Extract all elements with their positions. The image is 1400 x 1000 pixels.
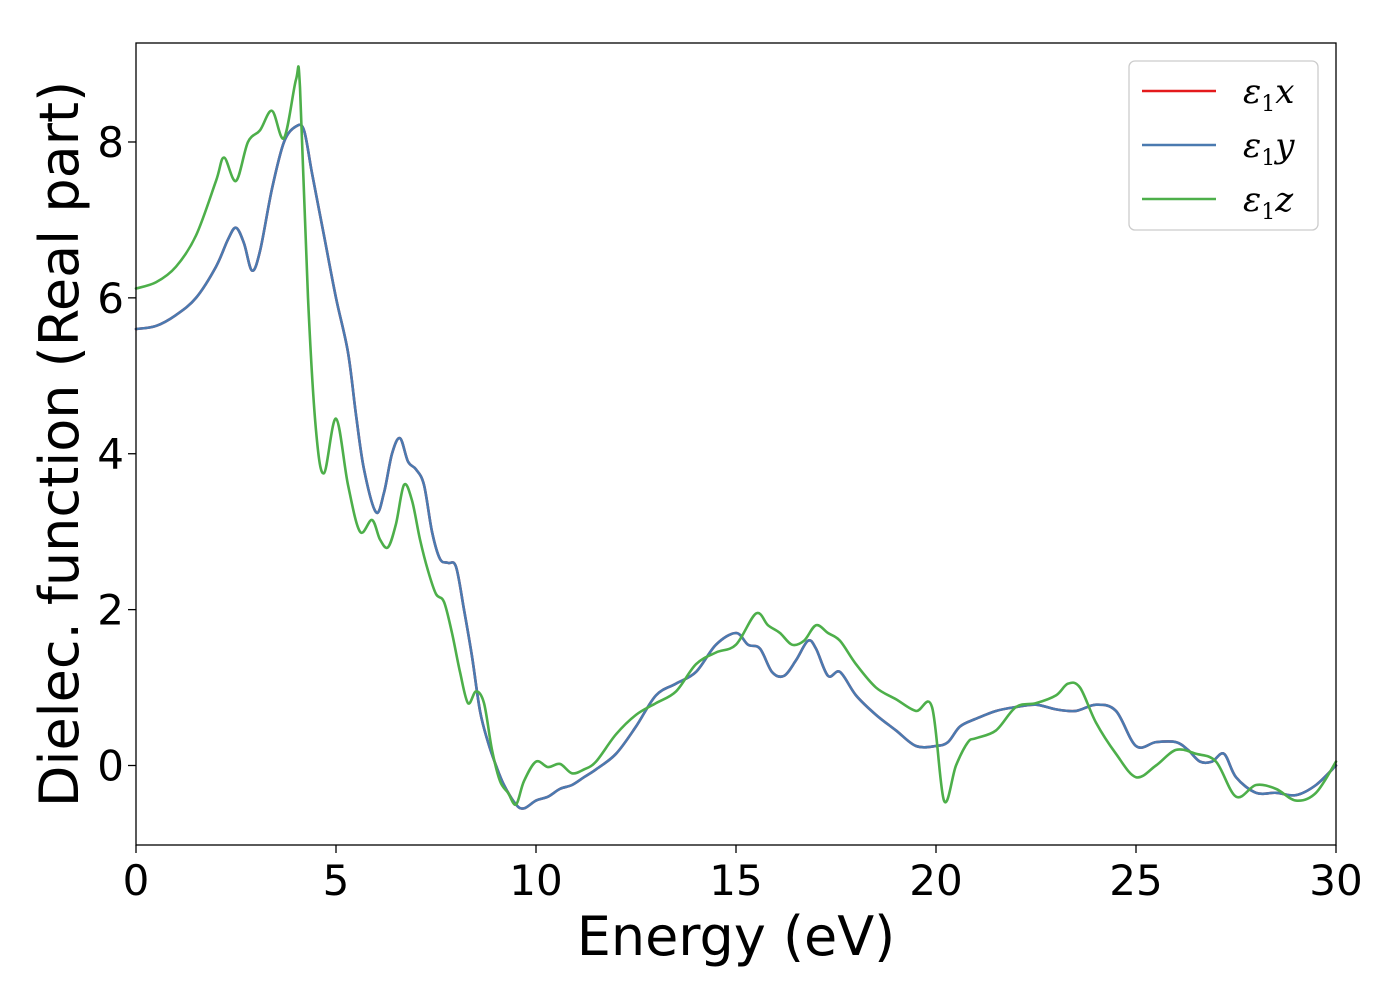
y-tick-label: 8 bbox=[97, 118, 124, 167]
y-tick-label: 0 bbox=[97, 742, 124, 791]
series-line-y bbox=[134, 123, 1338, 810]
x-tick-label: 25 bbox=[1109, 856, 1162, 905]
y-tick-label: 4 bbox=[97, 430, 124, 479]
legend-label-x: ε1x bbox=[1243, 72, 1294, 117]
series-line-z bbox=[134, 65, 1338, 806]
y-tick-label: 6 bbox=[97, 274, 124, 323]
y-axis-label: Dielec. function (Real part) bbox=[28, 81, 91, 807]
x-axis-label: Energy (eV) bbox=[577, 905, 896, 968]
x-tick-label: 30 bbox=[1309, 856, 1362, 905]
legend-label-y: ε1y bbox=[1243, 126, 1295, 171]
x-tick-label: 20 bbox=[909, 856, 962, 905]
x-axis: 0 5 10 15 20 25 30 bbox=[123, 845, 1363, 905]
x-tick-label: 10 bbox=[509, 856, 562, 905]
x-tick-label: 0 bbox=[123, 856, 150, 905]
y-axis: 0 2 4 6 8 bbox=[97, 118, 136, 791]
legend-label-z: ε1z bbox=[1243, 180, 1294, 225]
series-layer bbox=[134, 65, 1338, 810]
x-tick-label: 15 bbox=[709, 856, 762, 905]
y-tick-label: 2 bbox=[97, 586, 124, 635]
x-tick-label: 5 bbox=[323, 856, 350, 905]
legend: ε1x ε1y ε1z bbox=[1128, 60, 1319, 231]
legend-box bbox=[1128, 60, 1319, 231]
